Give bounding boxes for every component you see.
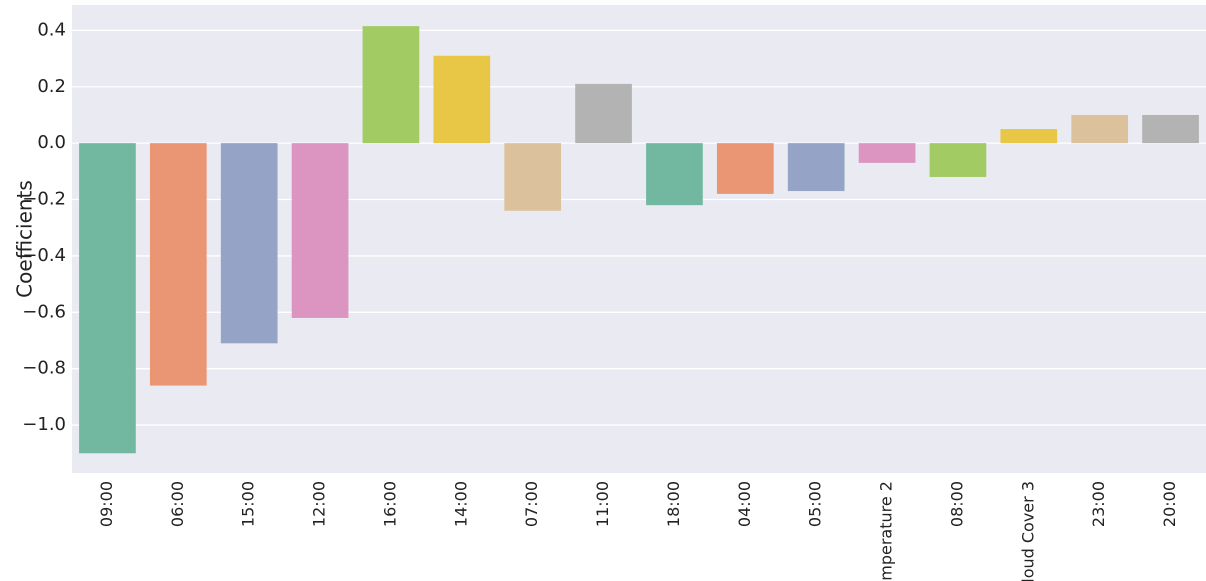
x-tick-label: Cloud Cover 3 — [1018, 481, 1037, 581]
bar — [362, 26, 420, 144]
bar — [575, 83, 632, 144]
y-tick-label: 0.2 — [37, 76, 66, 97]
x-tick-label: 05:00 — [806, 481, 825, 527]
x-tick-label: 23:00 — [1089, 481, 1108, 527]
bar — [291, 143, 349, 318]
x-tick-label: 16:00 — [380, 481, 399, 527]
y-tick-label: −1.0 — [22, 414, 66, 435]
y-tick-label: −0.6 — [22, 301, 66, 322]
x-tick-label: 15:00 — [239, 481, 258, 527]
bar — [1000, 129, 1058, 144]
x-tick-label: 12:00 — [310, 481, 329, 527]
y-axis-label: Coefficients — [13, 180, 37, 298]
bar — [220, 143, 278, 344]
bar — [504, 143, 562, 211]
y-tick-label: 0.4 — [37, 19, 66, 40]
y-tick-label: 0.0 — [37, 132, 66, 153]
bar — [149, 143, 207, 386]
x-tick-label: 08:00 — [947, 481, 966, 527]
x-tick-label: 20:00 — [1160, 481, 1179, 527]
bar — [79, 143, 136, 454]
x-tick-label: 07:00 — [522, 481, 541, 527]
x-tick-label: 09:00 — [97, 481, 116, 527]
y-tick-label: −0.2 — [22, 189, 66, 210]
bar — [1142, 114, 1199, 144]
x-tick-label: 18:00 — [664, 481, 683, 527]
x-tick-label: 06:00 — [168, 481, 187, 527]
bar — [646, 143, 703, 206]
x-tick-label: 14:00 — [451, 481, 470, 527]
bar — [1071, 114, 1129, 144]
bar — [929, 143, 987, 177]
x-tick-label: 11:00 — [593, 481, 612, 527]
bar — [787, 143, 845, 192]
bar — [433, 55, 491, 144]
y-tick-label: −0.4 — [22, 245, 66, 266]
x-tick-label: 04:00 — [735, 481, 754, 527]
bar — [858, 143, 916, 163]
y-tick-label: −0.8 — [22, 358, 66, 379]
bar — [716, 143, 774, 194]
x-tick-label: Temperature 2 — [877, 481, 896, 581]
